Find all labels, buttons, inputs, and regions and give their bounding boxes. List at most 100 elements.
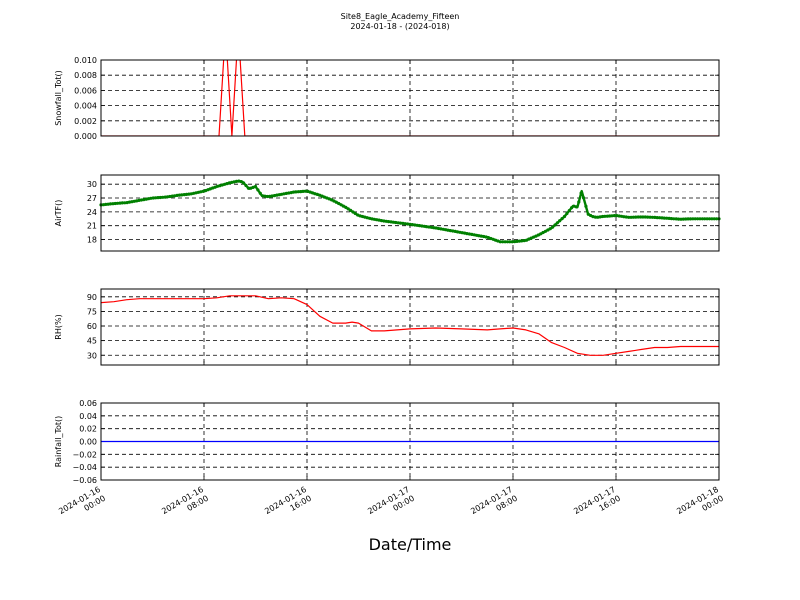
data-point — [327, 197, 331, 201]
data-point — [275, 193, 279, 197]
data-point — [693, 217, 697, 221]
data-point — [325, 196, 329, 200]
data-point — [149, 196, 153, 200]
data-point — [318, 193, 322, 197]
data-point — [581, 196, 586, 200]
data-point — [104, 202, 108, 206]
data-point — [351, 210, 355, 214]
data-point — [396, 221, 400, 225]
data-point — [296, 190, 300, 194]
data-point — [113, 201, 117, 206]
data-point — [111, 202, 115, 206]
data-point — [508, 240, 512, 244]
data-point — [567, 209, 571, 213]
data-point — [658, 216, 662, 220]
data-point — [310, 191, 315, 195]
y-tick-label: 30 — [87, 351, 97, 360]
data-point — [234, 179, 239, 183]
data-point — [199, 190, 203, 194]
y-tick-label: 0.02 — [79, 425, 97, 434]
data-point — [681, 217, 685, 221]
data-point — [192, 191, 196, 195]
data-point — [180, 193, 184, 197]
data-point — [251, 185, 255, 189]
data-point — [358, 214, 362, 218]
data-point — [560, 217, 564, 221]
data-point — [565, 211, 569, 216]
data-point — [173, 194, 177, 198]
data-point — [334, 200, 338, 204]
series-line — [101, 295, 719, 356]
data-point — [679, 217, 683, 221]
data-point — [603, 214, 607, 218]
data-point — [596, 215, 600, 219]
data-point — [593, 215, 598, 219]
chart-title-line-1: Site8_Eagle_Academy_Fifteen — [341, 12, 460, 21]
data-point — [299, 190, 303, 194]
data-point — [204, 189, 208, 193]
data-point — [168, 194, 172, 199]
data-point — [163, 195, 167, 199]
data-point — [710, 217, 714, 221]
data-point — [427, 225, 431, 229]
data-point — [684, 217, 688, 221]
data-point — [505, 240, 510, 244]
x-tick-label: 2024-01-1700:00 — [366, 485, 416, 525]
data-point — [622, 215, 626, 219]
data-point — [356, 213, 360, 217]
data-point — [158, 195, 162, 200]
data-point — [332, 199, 336, 203]
data-point — [548, 227, 552, 231]
data-point — [605, 214, 609, 218]
data-point — [541, 230, 545, 235]
data-point — [291, 190, 296, 194]
data-point — [458, 230, 462, 234]
y-tick-label: −0.02 — [72, 450, 97, 459]
data-point — [619, 214, 624, 218]
x-tick-label: 2024-01-1716:00 — [572, 485, 622, 525]
data-point — [641, 215, 645, 219]
x-axis-label: Date/Time — [369, 535, 452, 554]
data-point — [118, 201, 122, 205]
data-point — [501, 240, 505, 244]
data-point — [558, 219, 562, 223]
data-point — [142, 198, 146, 202]
data-point — [577, 200, 581, 204]
data-point — [498, 240, 502, 244]
data-point — [410, 223, 414, 227]
data-point — [349, 208, 353, 212]
data-point — [636, 215, 640, 219]
data-point — [467, 232, 471, 236]
data-point — [225, 182, 229, 186]
data-point — [591, 215, 595, 219]
y-tick-label: 0.06 — [79, 399, 97, 408]
data-point — [387, 220, 391, 224]
data-point — [643, 215, 647, 219]
data-point — [486, 236, 490, 240]
y-tick-label: 24 — [87, 208, 97, 217]
data-point — [127, 200, 132, 204]
data-point — [284, 191, 288, 195]
data-point — [161, 195, 165, 199]
data-point — [187, 192, 191, 196]
data-point — [610, 214, 614, 218]
panel-frame — [100, 288, 720, 366]
x-tick-label: 2024-01-1708:00 — [469, 485, 519, 525]
data-point — [715, 217, 719, 221]
data-point — [434, 226, 438, 230]
data-point — [612, 214, 617, 218]
data-point — [570, 206, 574, 210]
y-tick-label: −0.06 — [72, 476, 97, 485]
data-point — [201, 189, 205, 193]
data-point — [470, 232, 474, 236]
data-point — [154, 196, 158, 200]
data-point — [510, 240, 514, 244]
data-point — [258, 191, 262, 195]
data-point — [265, 194, 269, 199]
data-point — [270, 194, 274, 198]
y-tick-label: 21 — [87, 222, 97, 231]
data-point — [650, 215, 655, 219]
data-point — [529, 236, 533, 240]
data-point — [667, 216, 671, 220]
data-point — [634, 215, 638, 219]
